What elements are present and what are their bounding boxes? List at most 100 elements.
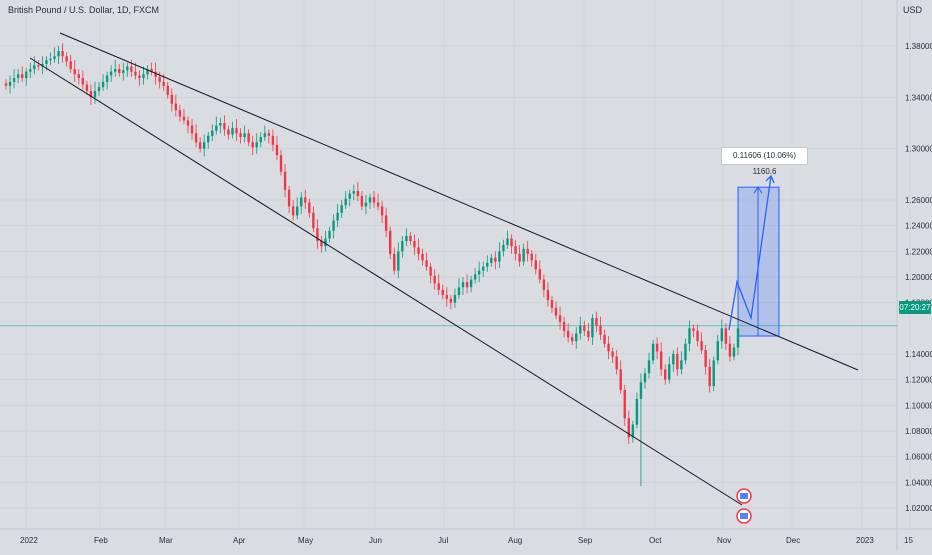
y-tick-label: 1.34000 <box>905 93 932 102</box>
candle-body <box>384 215 388 231</box>
candle-body <box>530 253 533 261</box>
candle-body <box>194 133 198 143</box>
candle-body <box>518 253 521 262</box>
candle-body <box>417 247 420 254</box>
candle-body <box>263 133 267 138</box>
candle-body <box>607 343 610 352</box>
x-tick-label: Apr <box>233 536 246 545</box>
candle-body <box>664 369 667 380</box>
candle-body <box>550 300 554 308</box>
candle-body <box>101 81 105 88</box>
candle-body <box>700 341 703 351</box>
candle-body <box>599 325 602 335</box>
candle-body <box>676 354 679 370</box>
candle-body <box>215 125 218 131</box>
candle-body <box>651 343 655 361</box>
candle-body <box>672 354 675 365</box>
candle-body <box>37 65 40 67</box>
candle-body <box>401 241 404 252</box>
candle-body <box>211 130 214 136</box>
candle-body <box>53 56 56 59</box>
candle-body <box>235 128 238 134</box>
candle-body <box>486 262 489 267</box>
candle-body <box>720 328 724 342</box>
candle-body <box>186 120 190 126</box>
candle-body <box>708 366 711 387</box>
candle-body <box>570 337 574 342</box>
y-tick-label: 1.02000 <box>905 504 932 513</box>
candle-body <box>340 205 343 213</box>
candle-body <box>287 189 291 207</box>
candle-body <box>457 287 461 295</box>
candle-body <box>659 351 663 370</box>
candle-body <box>736 328 740 348</box>
y-tick-label: 1.12000 <box>905 376 932 385</box>
x-tick-label: Mar <box>159 536 173 545</box>
event-icons <box>736 488 752 524</box>
candle-body <box>696 330 699 342</box>
y-tick-label: 1.10000 <box>905 401 932 410</box>
candle-body <box>397 251 400 271</box>
candle-body <box>619 369 622 390</box>
candle-body <box>724 328 728 344</box>
us-flag-icon <box>740 493 748 499</box>
x-tick-label: Oct <box>649 536 662 545</box>
candle-body <box>631 424 635 438</box>
candle-body <box>360 196 364 207</box>
y-tick-label: 1.30000 <box>905 145 932 154</box>
candle-body <box>449 298 453 303</box>
candle-body <box>255 142 258 148</box>
candle-body <box>247 133 250 143</box>
candle-body <box>279 155 283 172</box>
candle-body <box>445 294 449 299</box>
candle-body <box>239 133 242 138</box>
candle-body <box>716 341 719 361</box>
candle-body <box>732 347 736 357</box>
candle-body <box>413 241 416 248</box>
candle-body <box>170 94 174 104</box>
candle-body <box>45 60 48 64</box>
candle-body <box>198 142 202 149</box>
candle-body <box>482 266 485 271</box>
candle-body <box>97 87 101 91</box>
candle-body <box>324 238 327 247</box>
candle-body <box>190 125 194 134</box>
candle-body <box>57 51 60 57</box>
candle-body <box>126 66 129 71</box>
candle-body <box>655 343 659 352</box>
candle-body <box>579 325 582 334</box>
candle-body <box>704 350 707 367</box>
trendlines <box>29 32 859 506</box>
x-tick-label: Sep <box>578 536 593 545</box>
candle-body <box>12 78 16 82</box>
candle-body <box>388 230 392 254</box>
current-price-tag: 07:20:27 <box>899 301 931 314</box>
candle-body <box>611 351 614 357</box>
candle-body <box>231 128 234 135</box>
candle-body <box>150 69 153 72</box>
candle-body <box>473 274 477 280</box>
candle-body <box>603 334 606 344</box>
candle-body <box>421 253 424 261</box>
candle-body <box>304 197 307 203</box>
candle-body <box>223 123 226 130</box>
candle-body <box>33 65 36 70</box>
candle-body <box>453 294 457 303</box>
candle-body <box>89 90 93 98</box>
candle-body <box>154 71 157 77</box>
candle-body <box>405 235 408 242</box>
candle-body <box>380 206 384 216</box>
candle-body <box>623 389 626 419</box>
candle-body <box>207 135 210 143</box>
candle-body <box>251 142 254 148</box>
candle-body <box>712 360 715 387</box>
candle-body <box>433 275 436 284</box>
candle-body <box>138 75 141 79</box>
candle-body <box>69 61 72 70</box>
candle-body <box>77 74 80 79</box>
candle-body <box>558 315 562 322</box>
candle-body <box>332 220 335 231</box>
candle-body <box>113 69 117 72</box>
